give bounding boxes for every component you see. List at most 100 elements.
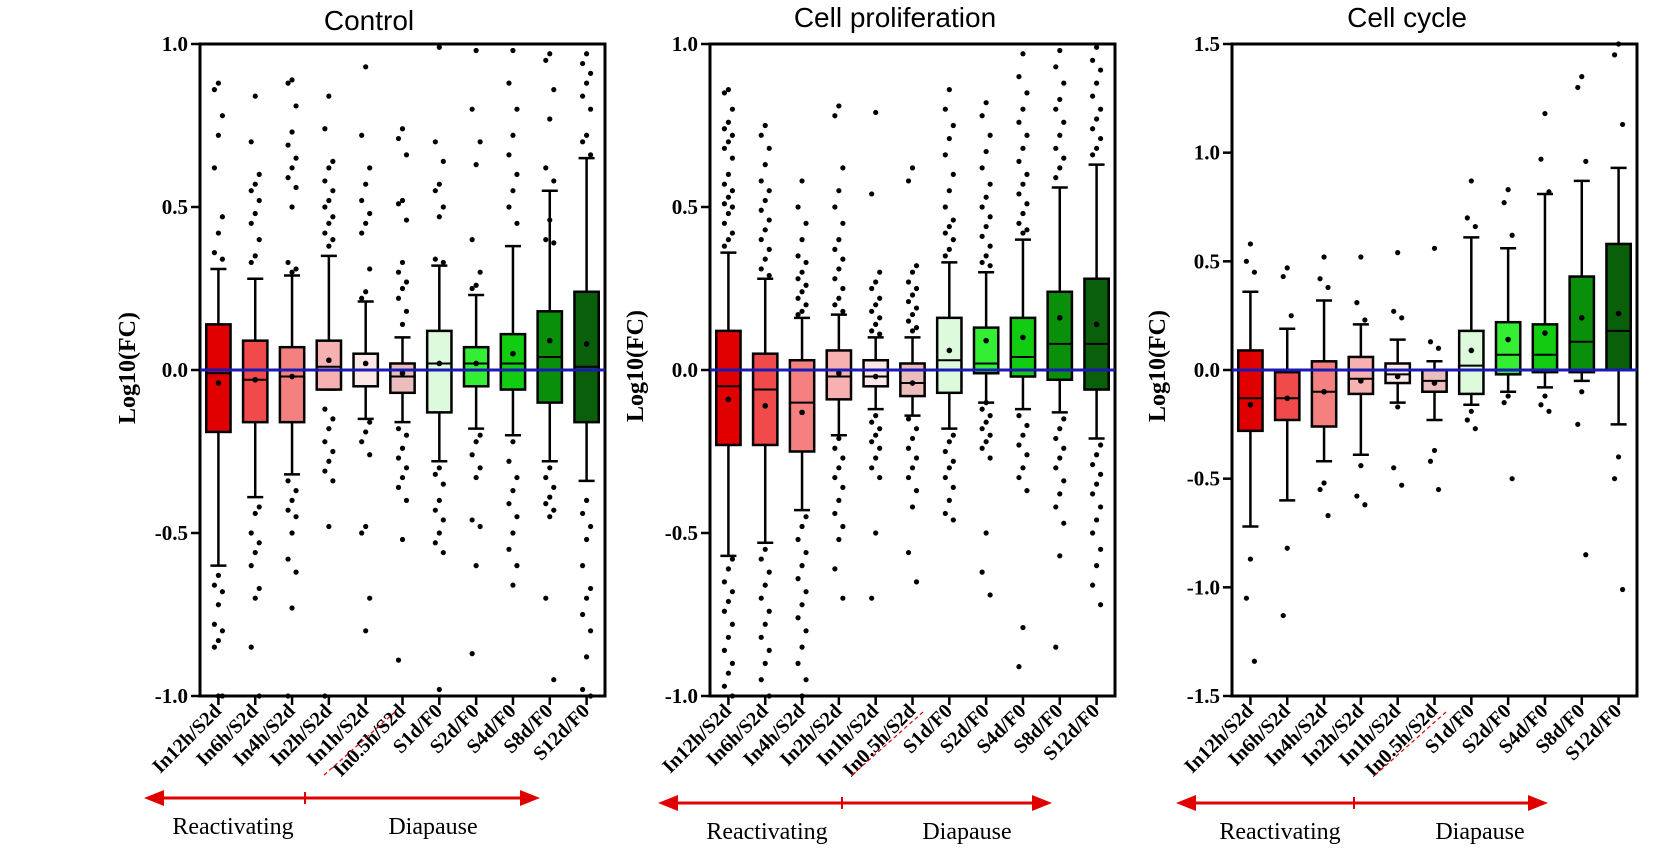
outlier-point [477, 139, 483, 145]
outlier-point [766, 569, 772, 575]
mean-point [1284, 395, 1291, 402]
outlier-point [725, 210, 732, 217]
outlier-point [762, 227, 768, 233]
outlier-point [322, 439, 328, 445]
outlier-point [942, 106, 948, 112]
outlier-point [766, 647, 772, 653]
outlier-point [795, 576, 801, 582]
iqr-box [1083, 277, 1110, 391]
outlier-point [587, 693, 594, 699]
mean-point [1093, 321, 1100, 328]
outlier-point [1061, 520, 1067, 526]
outlier-point [248, 220, 254, 226]
box-s1d-f0 [935, 87, 963, 523]
outlier-point [293, 184, 299, 191]
outlier-point [583, 536, 590, 543]
outlier-point [1354, 493, 1360, 499]
outlier-point [579, 510, 586, 517]
outlier-point [803, 589, 809, 595]
outlier-point [987, 413, 993, 419]
outlier-point [256, 585, 262, 592]
outlier-point [1057, 165, 1063, 171]
outlier-point [403, 308, 410, 314]
outlier-point [1024, 201, 1030, 207]
outlier-point [729, 621, 736, 627]
outlier-point [289, 497, 295, 503]
box-s2d-f0 [462, 47, 490, 657]
outlier-point [979, 165, 985, 171]
outlier-point [514, 220, 520, 226]
outlier-point [983, 530, 989, 536]
outlier-point [256, 171, 262, 177]
outlier-point [367, 452, 373, 458]
outlier-point [551, 87, 557, 93]
outlier-point [913, 579, 920, 585]
outlier-point [1024, 90, 1030, 96]
outlier-point [473, 439, 479, 445]
outlier-point [799, 523, 805, 530]
outlier-point [322, 468, 328, 474]
outlier-point [987, 214, 993, 220]
outlier-point [330, 237, 336, 243]
outlier-point [587, 106, 594, 112]
outlier-point [1093, 563, 1100, 569]
outlier-point [729, 693, 736, 699]
outlier-point [1431, 447, 1438, 454]
outlier-point [543, 57, 549, 63]
outlier-point [869, 191, 875, 197]
outlier-point [1020, 210, 1026, 217]
outlier-point [1509, 232, 1515, 238]
outlier-point [363, 628, 369, 634]
outlier-point [543, 165, 549, 171]
outlier-point [795, 660, 801, 667]
outlier-point [803, 514, 809, 520]
outlier-point [1093, 80, 1100, 86]
outlier-point [942, 152, 948, 158]
outlier-point [1325, 513, 1331, 519]
iqr-box [1237, 349, 1264, 433]
outlier-point [983, 439, 989, 445]
mean-point [725, 396, 732, 403]
outlier-point [211, 250, 218, 256]
mean-point [1020, 334, 1026, 341]
outlier-point [403, 465, 410, 471]
outlier-point [248, 530, 254, 536]
box-in1h-s2d [1384, 250, 1412, 488]
outlier-point [395, 201, 402, 207]
outlier-point [1020, 106, 1026, 112]
iqr-box [788, 358, 816, 453]
outlier-point [285, 259, 291, 266]
outlier-point [1358, 254, 1364, 260]
mean-point [546, 337, 553, 344]
outlier-point [942, 204, 948, 210]
outlier-point [440, 158, 446, 164]
outlier-point [473, 563, 479, 569]
box-in12h-s2d [205, 80, 232, 699]
y-tick-label: 1.0 [162, 32, 188, 56]
outlier-point [1317, 276, 1323, 282]
outlier-point [873, 432, 879, 438]
outlier-point [905, 474, 912, 481]
outlier-point [289, 77, 295, 83]
outlier-point [215, 132, 222, 138]
outlier-point [983, 100, 989, 106]
outlier-point [289, 605, 295, 611]
outlier-point [510, 582, 516, 588]
outlier-point [436, 44, 442, 50]
outlier-point [1016, 158, 1022, 164]
outlier-point [913, 488, 920, 494]
outlier-point [1538, 402, 1544, 408]
outlier-point [215, 637, 222, 644]
outlier-point [1243, 258, 1250, 264]
outlier-point [1093, 145, 1100, 151]
outlier-point [395, 135, 402, 142]
outlier-point [909, 435, 916, 442]
outlier-point [514, 474, 520, 481]
outlier-point [762, 122, 768, 129]
outlier-point [252, 210, 258, 217]
outlier-point [909, 311, 916, 318]
outlier-point [1053, 435, 1059, 442]
y-tick-label: -0.5 [155, 521, 188, 545]
outlier-point [579, 686, 586, 693]
y-tick-label: 0.5 [162, 195, 188, 219]
